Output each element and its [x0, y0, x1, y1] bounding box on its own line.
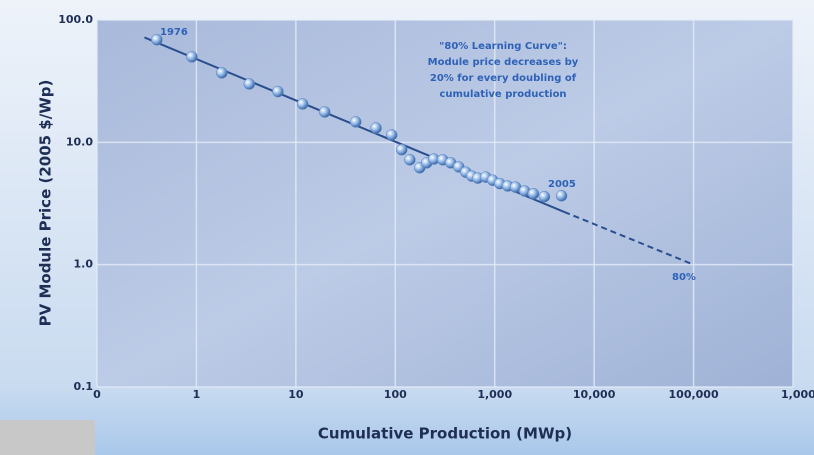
point	[243, 78, 256, 90]
y-axis-title: PV Module Price (2005 $/Wp)	[37, 80, 55, 327]
point	[527, 187, 540, 200]
point	[538, 190, 551, 203]
point	[349, 116, 362, 128]
x-tick-label: 0	[93, 388, 101, 401]
y-tick-label: 1.0	[74, 258, 94, 271]
point	[370, 122, 382, 134]
annotation: 1976	[160, 27, 188, 38]
note-line: 20% for every doubling of	[430, 73, 577, 84]
point	[151, 33, 163, 46]
point	[318, 106, 331, 118]
annotation: 80%	[672, 272, 696, 283]
x-tick-label: 1,000,00	[781, 388, 814, 401]
x-tick-label: 100,000	[669, 388, 719, 401]
fit-line-extension	[563, 210, 694, 266]
point	[272, 85, 284, 98]
point	[395, 143, 408, 156]
corner-block	[0, 420, 95, 455]
x-tick-label: 1,000	[477, 388, 512, 401]
x-axis-title: Cumulative Production (MWp)	[318, 425, 572, 443]
x-tick-label: 10,000	[573, 388, 616, 401]
x-tick-label: 1	[193, 388, 201, 401]
point	[186, 51, 198, 63]
x-tick-label: 100	[384, 388, 407, 401]
point	[296, 98, 309, 110]
point	[555, 189, 568, 202]
note-line: "80% Learning Curve":	[439, 41, 567, 52]
point	[404, 154, 416, 166]
point	[385, 129, 398, 141]
y-tick-label: 0.1	[74, 380, 94, 393]
note-line: cumulative production	[439, 89, 566, 100]
point	[216, 67, 228, 79]
note-line: Module price decreases by	[428, 57, 579, 68]
y-tick-label: 10.0	[66, 135, 93, 148]
annotation: 2005	[548, 179, 576, 190]
plot-area	[97, 20, 793, 387]
x-tick-label: 10	[288, 388, 304, 401]
y-tick-label: 100.0	[58, 13, 93, 26]
